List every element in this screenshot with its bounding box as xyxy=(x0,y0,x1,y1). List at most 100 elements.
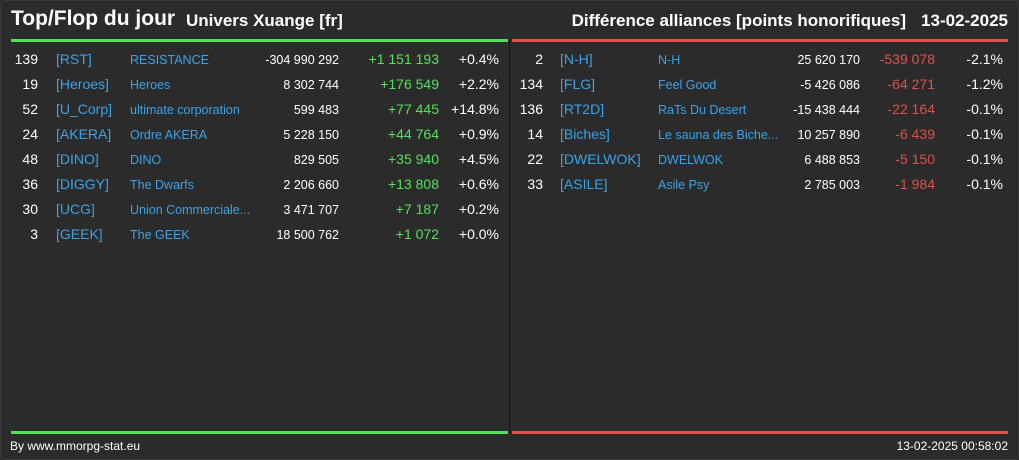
alliance-name-link[interactable]: RESISTANCE xyxy=(130,53,209,67)
points-difference: +77 445 xyxy=(388,101,439,117)
alliance-rank: 30 xyxy=(22,201,38,217)
alliance-points: 6 488 853 xyxy=(804,153,860,167)
alliance-points: 10 257 890 xyxy=(797,128,860,142)
alliance-rank: 24 xyxy=(22,126,38,142)
alliance-name-link[interactable]: Ordre AKERA xyxy=(130,128,208,142)
source-credit: By www.mmorpg-stat.eu xyxy=(10,439,141,453)
percent-change: -2.1% xyxy=(966,51,1003,67)
points-difference: +7 187 xyxy=(395,201,439,217)
points-difference: +176 549 xyxy=(380,76,439,92)
alliance-points: 3 471 707 xyxy=(283,203,339,217)
points-difference: +1 151 193 xyxy=(368,51,439,67)
percent-change: +2.2% xyxy=(458,76,499,92)
alliance-tag-link[interactable]: [U_Corp] xyxy=(56,101,113,117)
points-difference: +1 072 xyxy=(395,226,439,242)
alliance-tag-link[interactable]: [ASILE] xyxy=(560,176,608,192)
points-difference: +13 808 xyxy=(388,176,439,192)
alliance-tag-link[interactable]: [DINO] xyxy=(56,151,99,167)
alliance-row: 36 [DIGGY] The Dwarfs 2 206 660 +13 808 +0.6% xyxy=(0,173,509,198)
alliance-rank: 19 xyxy=(22,76,38,92)
percent-change: -1.2% xyxy=(966,76,1003,92)
alliance-row: 52 [U_Corp] ultimate corporation 599 483 +77… xyxy=(0,98,509,123)
alliance-rank: 33 xyxy=(527,176,543,192)
alliance-name-link[interactable]: N-H xyxy=(658,53,681,67)
alliance-rank: 2 xyxy=(535,51,543,67)
top-accent-bar xyxy=(11,39,508,42)
alliance-points: 2 785 003 xyxy=(804,178,860,192)
top-losers-panel: 2 [N-H] N-H 25 620 170 -539 078 -2.1% 134 [FLG]… xyxy=(509,48,1019,198)
alliance-points: 18 500 762 xyxy=(276,228,339,242)
alliance-tag-link[interactable]: [GEEK] xyxy=(56,226,103,242)
alliance-name-link[interactable]: Union Commerciale... xyxy=(130,203,251,217)
alliance-tag-link[interactable]: [RST] xyxy=(56,51,92,67)
alliance-tag-link[interactable]: [DIGGY] xyxy=(56,176,109,192)
alliance-name-link[interactable]: Asile Psy xyxy=(658,178,710,192)
alliance-name-link[interactable]: ultimate corporation xyxy=(130,103,240,117)
alliance-name-link[interactable]: Feel Good xyxy=(658,78,717,92)
points-difference: -539 078 xyxy=(879,51,935,67)
alliance-name-link[interactable]: RaTs Du Desert xyxy=(658,103,747,117)
alliance-rank: 36 xyxy=(22,176,38,192)
percent-change: -0.1% xyxy=(966,176,1003,192)
alliance-name-link[interactable]: The Dwarfs xyxy=(130,178,194,192)
report-date: 13-02-2025 xyxy=(921,11,1008,30)
points-difference: -1 984 xyxy=(895,176,935,192)
alliance-row: 2 [N-H] N-H 25 620 170 -539 078 -2.1% xyxy=(509,48,1019,73)
points-difference: -6 439 xyxy=(895,126,935,142)
alliance-name-link[interactable]: DINO xyxy=(130,153,162,167)
alliance-tag-link[interactable]: [UCG] xyxy=(56,201,95,217)
percent-change: +0.9% xyxy=(458,126,499,142)
top-bottom-bar xyxy=(11,431,508,434)
alliance-tag-link[interactable]: [FLG] xyxy=(560,76,596,92)
points-difference: +44 764 xyxy=(388,126,439,142)
alliance-rank: 136 xyxy=(519,101,543,117)
percent-change: +4.5% xyxy=(458,151,499,167)
alliance-tag-link[interactable]: [RT2D] xyxy=(560,101,605,117)
alliance-points: 25 620 170 xyxy=(797,53,860,67)
alliance-row: 134 [FLG] Feel Good -5 426 086 -64 271 -1.2% xyxy=(509,73,1019,98)
percent-change: +0.6% xyxy=(458,176,499,192)
alliance-rank: 139 xyxy=(14,51,38,67)
alliance-points: 2 206 660 xyxy=(283,178,339,192)
alliance-tag-link[interactable]: [AKERA] xyxy=(56,126,112,142)
alliance-row: 139 [RST] RESISTANCE -304 990 292 +1 151 193… xyxy=(0,48,509,73)
alliance-row: 24 [AKERA] Ordre AKERA 5 228 150 +44 764 +0.9… xyxy=(0,123,509,148)
alliance-row: 30 [UCG] Union Commerciale... 3 471 707 +7 1… xyxy=(0,198,509,223)
alliance-rank: 22 xyxy=(527,151,543,167)
percent-change: -0.1% xyxy=(966,126,1003,142)
alliance-rank: 134 xyxy=(519,76,543,92)
header: Top/Flop du jour Univers Xuange [fr] Dif… xyxy=(0,0,1019,40)
alliance-tag-link[interactable]: [Heroes] xyxy=(56,76,109,92)
points-difference: -5 150 xyxy=(895,151,935,167)
alliance-row: 3 [GEEK] The GEEK 18 500 762 +1 072 +0.0% xyxy=(0,223,509,248)
alliance-row: 19 [Heroes] Heroes 8 302 744 +176 549 +2.2% xyxy=(0,73,509,98)
percent-change: +14.8% xyxy=(451,101,499,117)
flop-accent-bar xyxy=(512,39,1008,42)
generated-timestamp: 13-02-2025 00:58:02 xyxy=(896,439,1008,453)
alliance-name-link[interactable]: DWELWOK xyxy=(658,153,724,167)
alliance-rank: 14 xyxy=(527,126,543,142)
top-gainers-panel: 139 [RST] RESISTANCE -304 990 292 +1 151 193… xyxy=(0,48,509,248)
alliance-tag-link[interactable]: [Biches] xyxy=(560,126,610,142)
percent-change: +0.0% xyxy=(458,226,499,242)
alliance-row: 22 [DWELWOK] DWELWOK 6 488 853 -5 150 -0.1% xyxy=(509,148,1019,173)
universe-label: Univers Xuange [fr] xyxy=(186,11,343,30)
alliance-tag-link[interactable]: [N-H] xyxy=(560,51,593,67)
alliance-points: 8 302 744 xyxy=(283,78,339,92)
alliance-name-link[interactable]: The GEEK xyxy=(130,228,190,242)
alliance-row: 48 [DINO] DINO 829 505 +35 940 +4.5% xyxy=(0,148,509,173)
alliance-name-link[interactable]: Le sauna des Biche... xyxy=(658,128,779,142)
alliance-points: 829 505 xyxy=(293,153,339,167)
alliance-rank: 48 xyxy=(22,151,38,167)
alliance-rank: 52 xyxy=(22,101,38,117)
flop-bottom-bar xyxy=(512,431,1008,434)
percent-change: +0.4% xyxy=(458,51,499,67)
alliance-tag-link[interactable]: [DWELWOK] xyxy=(560,151,641,167)
percent-change: +0.2% xyxy=(458,201,499,217)
alliance-row: 136 [RT2D] RaTs Du Desert -15 438 444 -22 16… xyxy=(509,98,1019,123)
alliance-row: 14 [Biches] Le sauna des Biche... 10 257 89… xyxy=(509,123,1019,148)
percent-change: -0.1% xyxy=(966,101,1003,117)
alliance-name-link[interactable]: Heroes xyxy=(130,78,171,92)
alliance-points: -5 426 086 xyxy=(800,78,860,92)
alliance-rank: 3 xyxy=(30,226,38,242)
